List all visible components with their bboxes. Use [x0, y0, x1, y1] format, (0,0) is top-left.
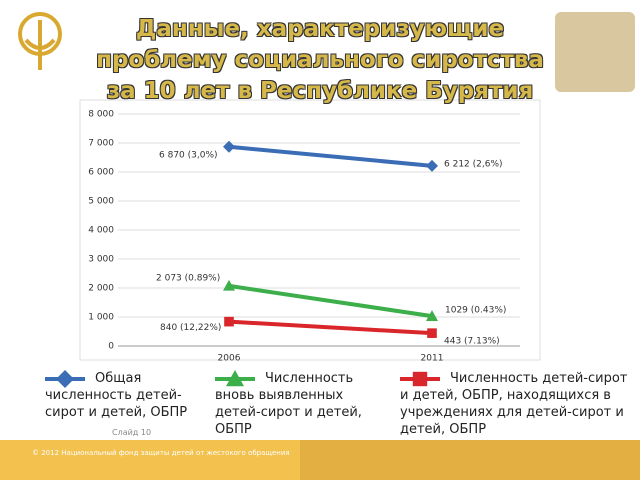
- chart-title: Данные, характеризующие проблему социаль…: [96, 16, 544, 104]
- marker: [223, 279, 235, 291]
- series-line: [228, 319, 433, 336]
- y-tick-label: 4 000: [88, 226, 114, 236]
- legend-label: Общая численность детей-сирот и детей, О…: [45, 371, 188, 420]
- y-tick-label: 5 000: [88, 197, 114, 207]
- data-label: 6 870 (3,0%): [159, 150, 218, 160]
- x-tick-label: 2006: [218, 354, 241, 364]
- y-tick-label: 6 000: [88, 168, 114, 178]
- marker: [224, 316, 234, 327]
- y-tick-label: 3 000: [88, 255, 114, 265]
- series-line: [228, 283, 433, 319]
- legend-marker: [56, 370, 74, 388]
- legend-label: Численность детей-сирот и детей, ОБПР, н…: [400, 371, 628, 437]
- y-tick-label: 8 000: [88, 110, 114, 120]
- marker: [426, 310, 438, 321]
- x-tick-label: 2011: [421, 354, 444, 364]
- y-tick-label: 7 000: [88, 139, 114, 149]
- marker: [427, 328, 437, 338]
- footer-photos: [300, 440, 640, 480]
- slide-number: Слайд 10: [112, 428, 152, 437]
- legend-label: Численность вновь выявленных детей-сирот…: [215, 371, 362, 437]
- legend-marker: [226, 370, 244, 387]
- data-label: 2 073 (0.89%): [156, 273, 220, 283]
- series-line: [228, 144, 433, 168]
- y-tick-label: 1 000: [88, 313, 114, 323]
- marker: [426, 159, 438, 172]
- logo: [18, 12, 62, 70]
- marker: [223, 140, 235, 153]
- data-label: 443 (7.13%): [444, 337, 500, 347]
- y-tick-label: 2 000: [88, 284, 114, 294]
- data-label: 1029 (0.43%): [445, 306, 506, 316]
- data-label: 840 (12,22%): [160, 323, 221, 333]
- data-label: 6 212 (2,6%): [444, 159, 503, 169]
- legend-marker: [412, 371, 428, 387]
- photo: [555, 12, 635, 92]
- y-tick-label: 0: [108, 342, 114, 352]
- copyright: © 2012 Национальный фонд защиты детей от…: [32, 449, 290, 457]
